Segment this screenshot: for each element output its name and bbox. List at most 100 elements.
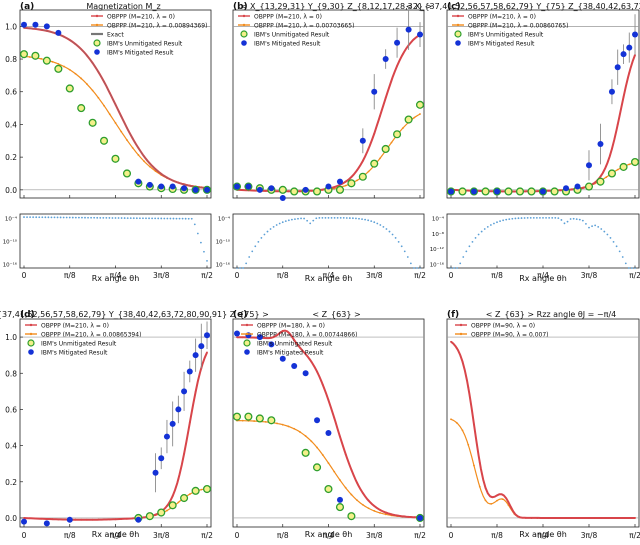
- mitigated-point: [152, 469, 159, 476]
- orange-series-line: [23, 55, 208, 189]
- orange-series-marker: [628, 163, 631, 166]
- error-curve-point: [532, 216, 535, 219]
- red-series-marker: [241, 336, 244, 339]
- red-series-marker: [379, 115, 381, 117]
- x-tick-label: π/8: [64, 531, 76, 540]
- mitigated-point: [192, 352, 199, 359]
- orange-series-marker: [413, 116, 416, 119]
- legend-swatch-dot: [245, 332, 249, 336]
- mitigated-point: [245, 183, 252, 190]
- error-curve-point: [557, 217, 560, 219]
- orange-series-marker: [490, 502, 493, 505]
- red-series-marker: [622, 517, 625, 519]
- error-curve-point: [287, 219, 290, 222]
- x-axis-label: Rx angle θh: [92, 274, 140, 283]
- error-curve-point: [342, 217, 345, 219]
- mitigated-point: [302, 370, 309, 377]
- orange-series-marker: [137, 154, 140, 156]
- panel-letter: (b): [233, 2, 248, 12]
- error-curve-point: [90, 216, 92, 219]
- red-series-marker: [103, 518, 105, 521]
- error-curve-point: [321, 216, 324, 219]
- x-tick-label: 3π/8: [366, 531, 383, 540]
- orange-series-marker: [86, 83, 88, 85]
- error-curve-point: [200, 241, 202, 244]
- red-series-marker: [171, 495, 174, 497]
- red-series-marker: [396, 514, 399, 517]
- mitigated-point: [268, 185, 275, 192]
- error-curve-point: [376, 222, 379, 225]
- y-tick-label: 0.4: [5, 442, 17, 451]
- error-curve-point: [624, 262, 627, 265]
- x-tick-label: 0: [235, 271, 240, 280]
- red-series-marker: [570, 188, 573, 191]
- red-series-marker: [490, 496, 493, 498]
- legend-swatch-dot: [95, 23, 99, 27]
- error-y-tick-label: 10⁻¹²: [430, 246, 444, 253]
- red-series-marker: [570, 517, 573, 519]
- error-curve-point: [364, 218, 366, 221]
- orange-series-marker: [450, 418, 452, 421]
- mitigated-point: [181, 185, 188, 192]
- x-tick-label: π/8: [277, 271, 289, 280]
- orange-series-marker: [241, 419, 244, 422]
- mitigated-point: [539, 188, 546, 195]
- red-series-marker: [253, 189, 256, 192]
- error-curve-point: [514, 217, 517, 220]
- error-curve-point: [508, 218, 511, 221]
- error-curve-point: [139, 217, 141, 220]
- error-curve-point: [456, 267, 459, 269]
- error-curve-point: [529, 216, 532, 219]
- error-curve-point: [406, 256, 409, 258]
- orange-series-marker: [390, 141, 393, 144]
- x-axis-label: Rx angle θh: [305, 274, 353, 283]
- x-tick-label: π/2: [414, 531, 426, 540]
- error-curve-point: [385, 228, 388, 230]
- error-curve-point: [114, 217, 117, 219]
- red-series-marker: [593, 181, 596, 184]
- red-series-marker: [126, 517, 128, 520]
- mitigated-point: [43, 520, 50, 527]
- red-series-marker: [177, 478, 180, 480]
- error-curve-point: [157, 217, 160, 220]
- panel-letter: (e): [233, 310, 247, 320]
- red-series-marker: [287, 190, 290, 193]
- legend-label: IBM's Mitigated Result: [41, 350, 108, 357]
- legend-label: IBM's Unmitigated Result: [257, 341, 333, 348]
- error-curve-point: [74, 216, 77, 219]
- mitigated-point: [336, 178, 343, 185]
- mitigated-point: [314, 417, 321, 424]
- error-curve-point: [59, 216, 62, 219]
- legend-swatch: [240, 30, 248, 38]
- unmitigated-point: [335, 503, 345, 512]
- error-curve-point: [388, 230, 391, 233]
- orange-series-marker: [605, 176, 608, 179]
- orange-series-marker: [339, 479, 341, 481]
- red-series-marker: [367, 147, 370, 150]
- red-series-marker: [582, 517, 585, 519]
- mitigated-point: [597, 141, 604, 148]
- error-curve-point: [44, 216, 47, 219]
- error-curve-point: [275, 224, 278, 226]
- orange-series-marker: [276, 422, 278, 425]
- error-curve-point: [496, 221, 498, 224]
- orange-series-marker: [264, 420, 267, 423]
- x-tick-label: π/2: [201, 531, 213, 540]
- red-series-marker: [310, 189, 313, 192]
- red-series-marker: [513, 190, 516, 193]
- error-curve-point: [569, 218, 572, 220]
- error-curve-point: [278, 222, 281, 225]
- red-series-marker: [367, 499, 370, 502]
- error-curve-point: [459, 262, 462, 265]
- red-series-marker: [536, 190, 539, 193]
- error-curve-point: [56, 216, 59, 219]
- red-series-marker: [513, 512, 516, 514]
- red-series-marker: [63, 518, 65, 521]
- error-curve-point: [517, 217, 520, 220]
- error-curve-point: [129, 217, 132, 220]
- orange-series-marker: [177, 501, 180, 504]
- error-curve-point: [87, 216, 89, 219]
- red-series-marker: [379, 508, 381, 511]
- unmitigated-point: [42, 56, 51, 65]
- error-subplot-frame: [19, 213, 212, 269]
